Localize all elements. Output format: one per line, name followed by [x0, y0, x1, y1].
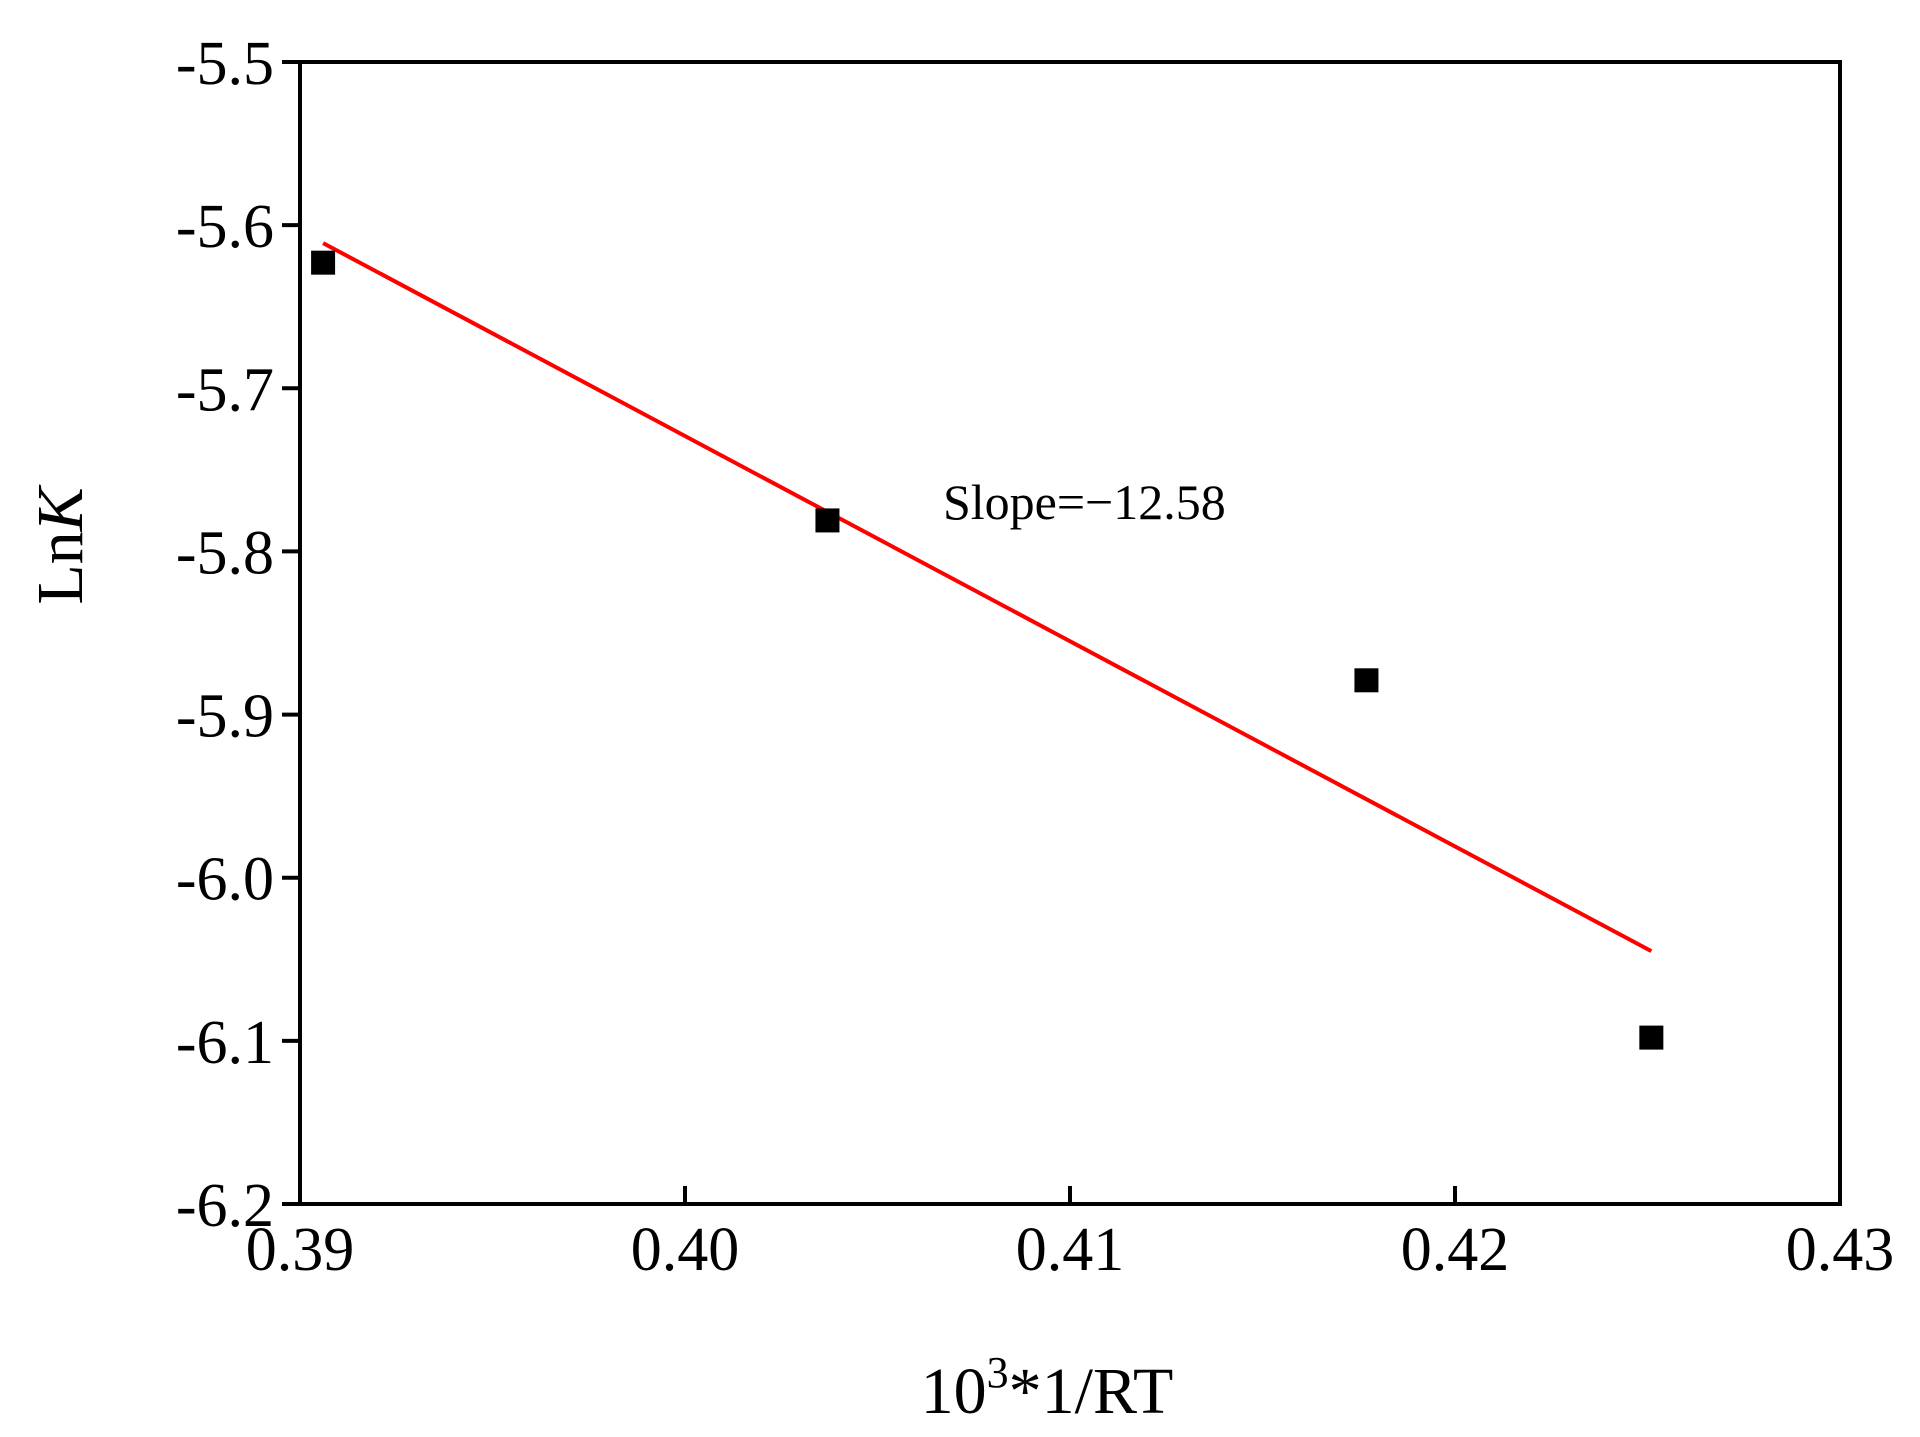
x-tick-label: 0.43: [1786, 1216, 1895, 1284]
plot-frame: [298, 60, 1842, 1206]
y-tick-label: -6.1: [176, 1009, 274, 1077]
data-point: [1354, 668, 1379, 693]
data-points: [311, 250, 1664, 1050]
x-axis-ticks: 0.39 0.40 0.41 0.42 0.43: [246, 1186, 1895, 1284]
x-axis-title-sup: 3: [987, 1348, 1009, 1397]
y-axis-title: LnK: [24, 484, 97, 604]
y-tick-label: -5.5: [176, 30, 274, 98]
y-tick-label: -6.2: [176, 1172, 274, 1240]
x-axis-title: 103*1/RT: [921, 1348, 1174, 1428]
y-tick-label: -5.6: [176, 193, 274, 261]
y-axis-title-prefix: Ln: [24, 531, 97, 604]
x-tick-label: 0.41: [1016, 1216, 1125, 1284]
x-axis-title-base: 10: [921, 1355, 987, 1428]
x-axis-title-rest: *1/RT: [1009, 1355, 1174, 1428]
y-tick-label: -5.7: [176, 356, 274, 424]
x-tick-label: 0.39: [246, 1216, 355, 1284]
y-tick-label: -5.9: [176, 683, 274, 751]
data-point: [1639, 1025, 1664, 1050]
y-tick-label: -6.0: [176, 846, 274, 914]
y-tick-label: -5.8: [176, 519, 274, 587]
slope-annotation: Slope=−12.58: [943, 474, 1226, 530]
y-axis-title-italic: K: [24, 484, 97, 532]
fit-line-group: [322, 241, 1653, 953]
x-tick-label: 0.42: [1401, 1216, 1510, 1284]
data-point: [815, 508, 840, 533]
fit-line: [322, 241, 1653, 953]
data-point: [311, 250, 336, 275]
x-tick-label: 0.40: [631, 1216, 740, 1284]
y-axis-ticks: -5.5 -5.6 -5.7 -5.8 -5.9 -6.0 -6.1 -6.2: [176, 30, 300, 1240]
